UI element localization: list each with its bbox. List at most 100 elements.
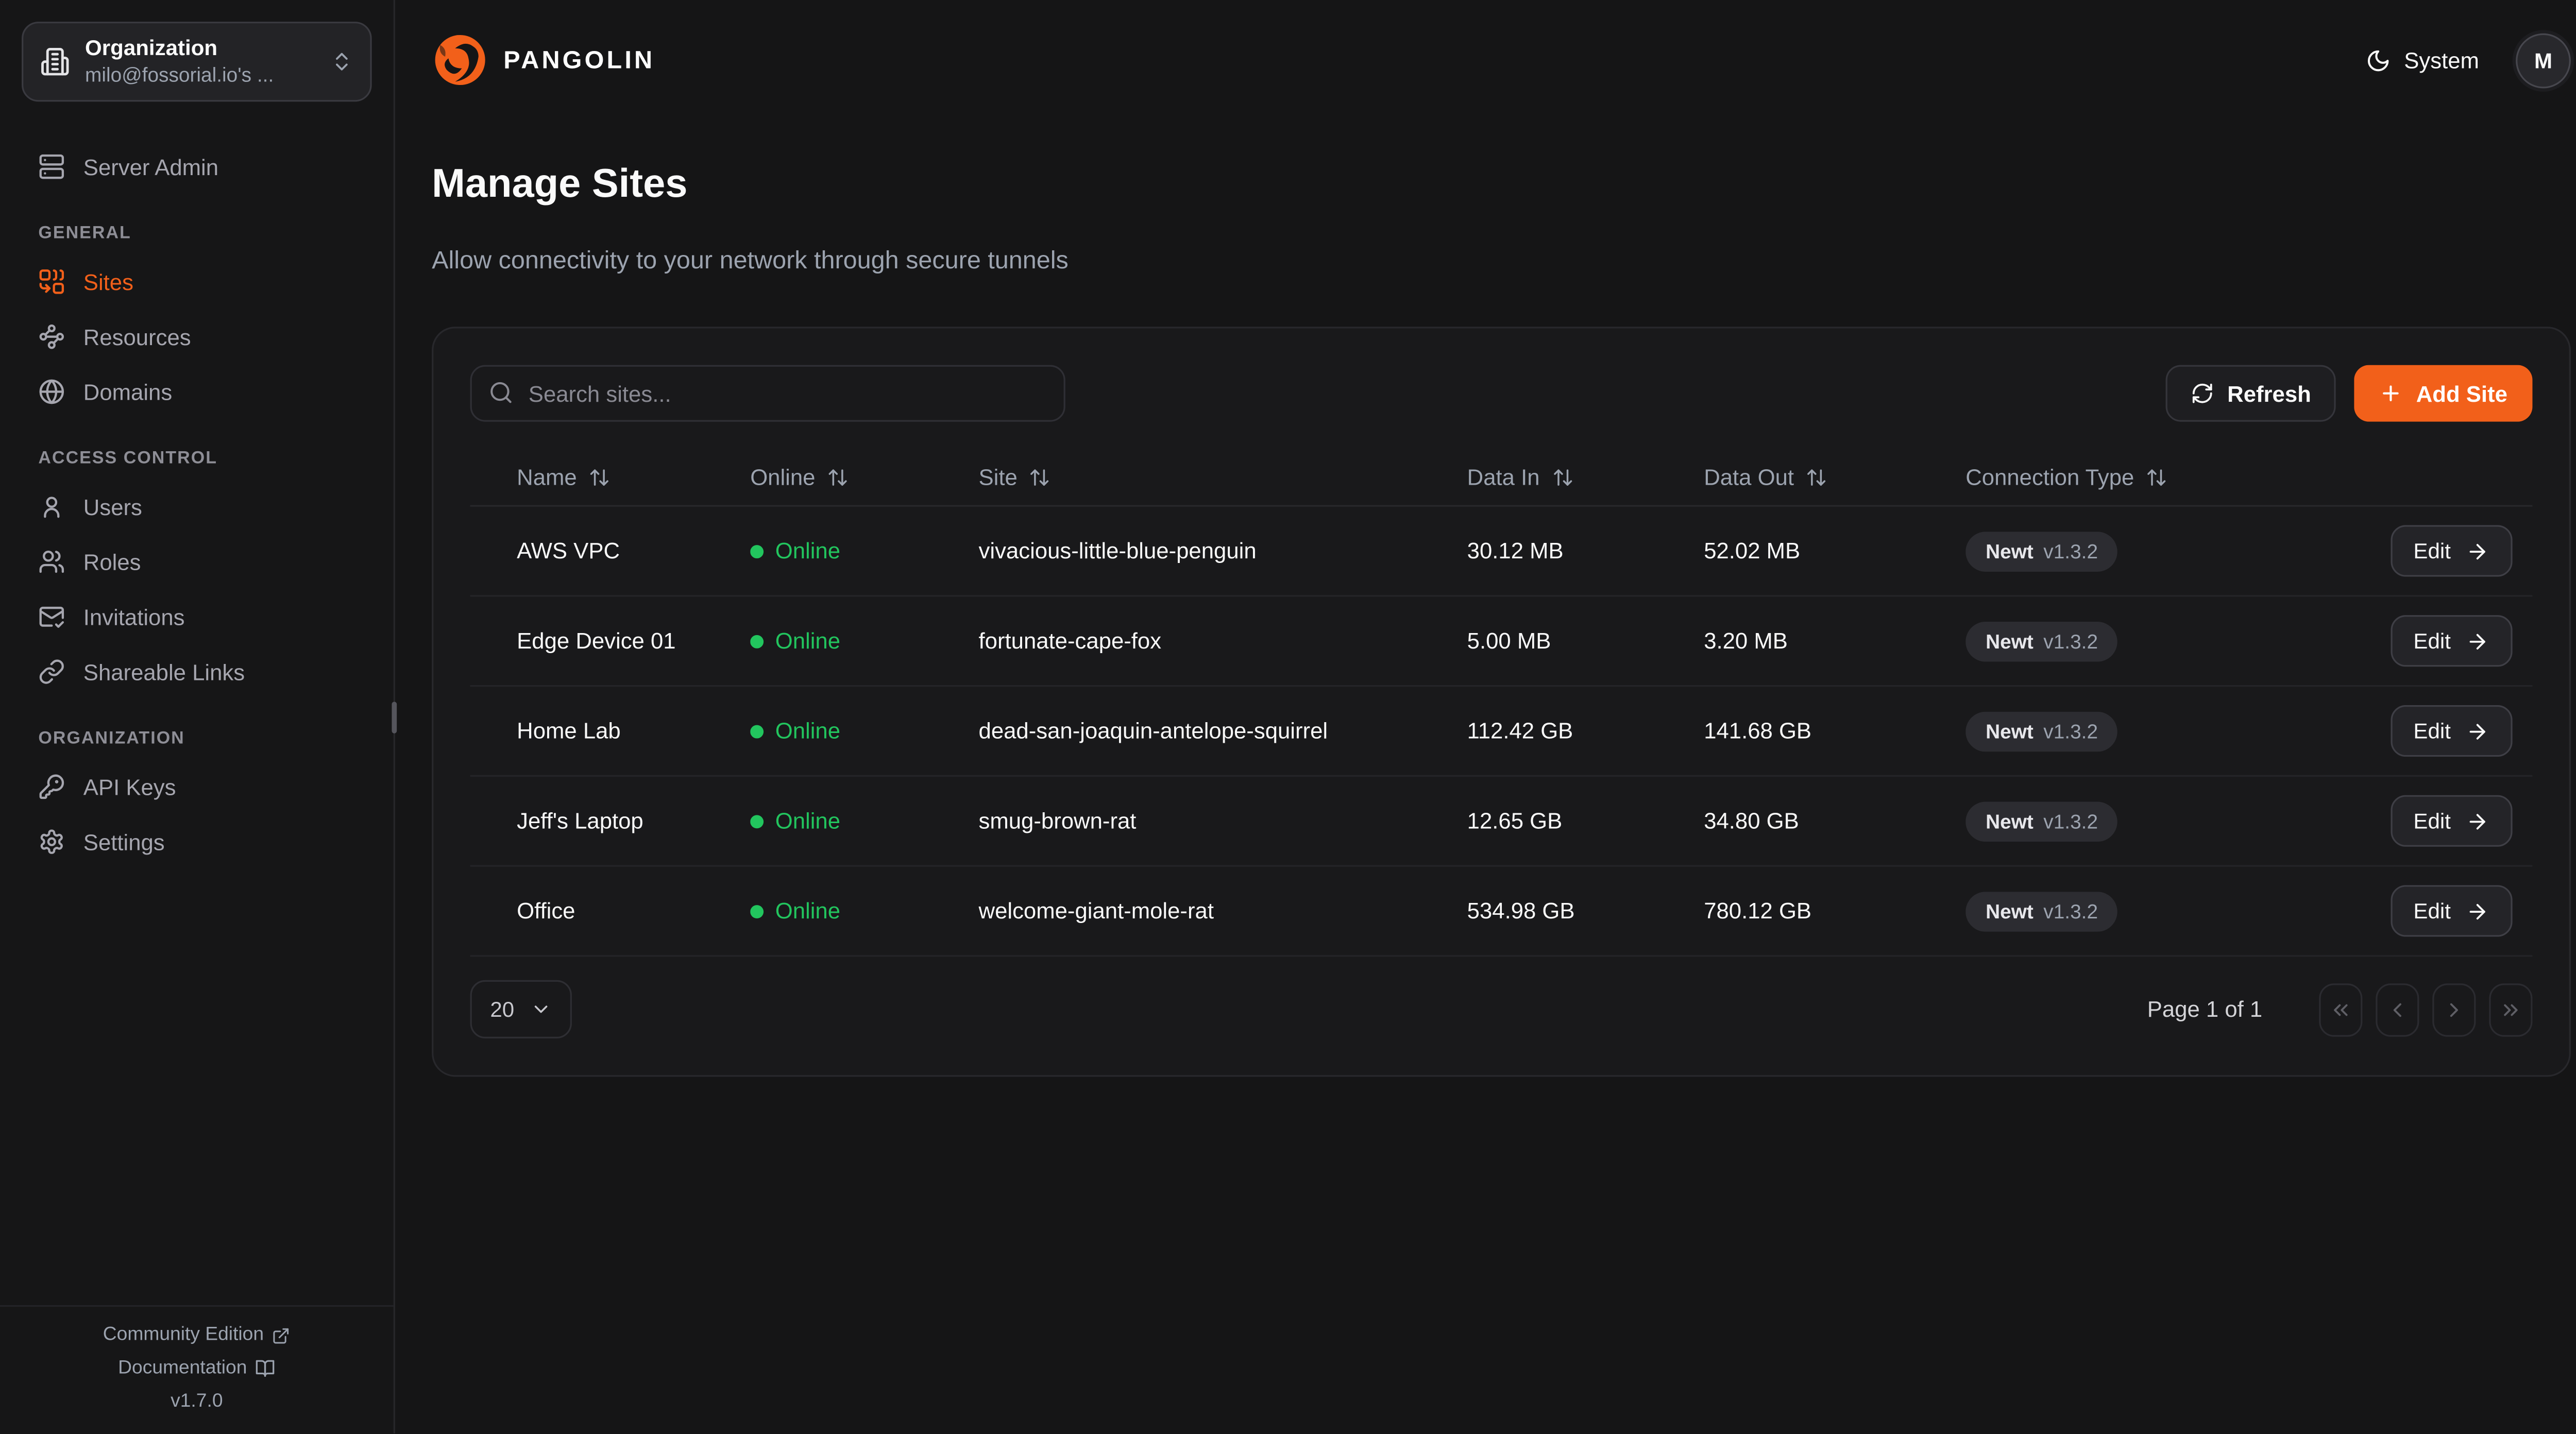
- cell-name: Office: [517, 899, 575, 924]
- org-selector-value: milo@fossorial.io's ...: [85, 62, 274, 87]
- connection-type-label: Newt: [1986, 720, 2033, 743]
- status-dot: [750, 904, 764, 918]
- column-header[interactable]: Online: [750, 465, 978, 490]
- search-box: [470, 365, 1065, 422]
- column-header-label: Connection Type: [1965, 465, 2134, 490]
- cell-online: Online: [750, 629, 978, 654]
- sidebar-item-roles[interactable]: Roles: [22, 535, 372, 589]
- cell-name: Jeff's Laptop: [517, 809, 643, 834]
- arrow-right-icon: [2466, 540, 2489, 563]
- sidebar-footer: Community Edition Documentation v1.7.0: [0, 1305, 394, 1433]
- globe-icon: [38, 379, 65, 405]
- moon-icon: [2366, 47, 2391, 73]
- last-page-button[interactable]: [2489, 983, 2533, 1037]
- cell-online: Online: [750, 539, 978, 564]
- sidebar-resize-handle[interactable]: [392, 702, 397, 733]
- organization-icon: [40, 47, 70, 77]
- sidebar-item-sites[interactable]: Sites: [22, 255, 372, 309]
- column-header[interactable]: Connection Type: [1965, 465, 2361, 490]
- brand-logo: PANGOLIN: [432, 31, 655, 88]
- cell-site: smug-brown-rat: [978, 809, 1137, 834]
- status-dot: [750, 724, 764, 738]
- avatar-initial: M: [2534, 47, 2553, 73]
- section-label-general: GENERAL: [38, 223, 131, 244]
- connection-type-label: Newt: [1986, 629, 2033, 653]
- sort-icon: [1551, 466, 1573, 488]
- table-row[interactable]: AWS VPC Online vivacious-little-blue-pen…: [470, 507, 2533, 598]
- column-header[interactable]: Name: [470, 465, 751, 490]
- prev-page-button[interactable]: [2376, 983, 2419, 1037]
- refresh-label: Refresh: [2227, 381, 2311, 406]
- brand-name: PANGOLIN: [503, 45, 655, 75]
- gear-icon: [38, 828, 65, 855]
- sidebar-item-label: Resources: [83, 324, 191, 349]
- sidebar-item-resources[interactable]: Resources: [22, 310, 372, 364]
- search-icon: [488, 381, 514, 406]
- cell-site: dead-san-joaquin-antelope-squirrel: [978, 719, 1328, 744]
- topbar: PANGOLIN System M: [432, 0, 2571, 120]
- arrow-right-icon: [2466, 810, 2489, 833]
- theme-toggle[interactable]: System: [2366, 47, 2479, 73]
- sidebar-item-users[interactable]: Users: [22, 480, 372, 534]
- cell-connection-type: Newt v1.3.2: [1965, 621, 2361, 661]
- connection-version-label: v1.3.2: [2043, 899, 2098, 923]
- sidebar-item-domains[interactable]: Domains: [22, 365, 372, 419]
- cell-data-in: 112.42 GB: [1467, 719, 1573, 744]
- column-header[interactable]: Data In: [1467, 465, 1704, 490]
- column-header[interactable]: Data Out: [1704, 465, 1965, 490]
- edit-button[interactable]: Edit: [2390, 615, 2513, 668]
- avatar[interactable]: M: [2516, 32, 2571, 88]
- edit-label: Edit: [2413, 899, 2451, 924]
- section-label-access-control: ACCESS CONTROL: [38, 448, 217, 469]
- connection-type-label: Newt: [1986, 539, 2033, 564]
- sidebar-item-label: Invitations: [83, 604, 185, 629]
- section-label-organization: ORGANIZATION: [38, 728, 185, 748]
- chevron-right-icon: [2443, 998, 2466, 1021]
- sidebar-item-settings[interactable]: Settings: [22, 815, 372, 868]
- link-icon: [38, 658, 65, 685]
- sidebar-item-server-admin[interactable]: Server Admin: [22, 140, 372, 194]
- cell-connection-type: Newt v1.3.2: [1965, 531, 2361, 572]
- edit-button[interactable]: Edit: [2390, 795, 2513, 847]
- status-dot: [750, 814, 764, 828]
- sort-icon: [1029, 466, 1050, 488]
- search-input[interactable]: [470, 365, 1065, 422]
- sidebar-item-api-keys[interactable]: API Keys: [22, 760, 372, 814]
- page-size-select[interactable]: 20: [470, 980, 573, 1039]
- sort-icon: [2146, 466, 2167, 488]
- sites-table: Name Online Site: [470, 449, 2533, 958]
- chevrons-right-icon: [2499, 998, 2522, 1021]
- refresh-button[interactable]: Refresh: [2165, 365, 2336, 422]
- table-header-row: Name Online Site: [470, 449, 2533, 507]
- table-row[interactable]: Home Lab Online dead-san-joaquin-antelop…: [470, 687, 2533, 777]
- table-row[interactable]: Office Online welcome-giant-mole-rat 534…: [470, 867, 2533, 958]
- community-edition-link[interactable]: Community Edition: [103, 1325, 291, 1345]
- edit-label: Edit: [2413, 539, 2451, 564]
- documentation-link[interactable]: Documentation: [118, 1358, 275, 1378]
- table-row[interactable]: Edge Device 01 Online fortunate-cape-fox…: [470, 597, 2533, 688]
- first-page-button[interactable]: [2319, 983, 2363, 1037]
- waypoints-icon: [38, 323, 65, 350]
- edit-label: Edit: [2413, 719, 2451, 744]
- sort-icon: [827, 466, 849, 488]
- sidebar-item-shareable-links[interactable]: Shareable Links: [22, 645, 372, 698]
- cell-data-out: 780.12 GB: [1704, 899, 1812, 924]
- sidebar-item-label: Server Admin: [83, 154, 219, 179]
- status-label: Online: [775, 809, 841, 834]
- sidebar-item-invitations[interactable]: Invitations: [22, 590, 372, 644]
- edit-button[interactable]: Edit: [2390, 525, 2513, 577]
- column-header[interactable]: Site: [979, 465, 1467, 490]
- add-site-label: Add Site: [2416, 381, 2507, 406]
- org-selector[interactable]: Organization milo@fossorial.io's ...: [22, 22, 372, 102]
- edit-button[interactable]: Edit: [2390, 705, 2513, 758]
- add-site-button[interactable]: Add Site: [2354, 365, 2533, 422]
- column-header-label: Data In: [1467, 465, 1540, 490]
- edit-button[interactable]: Edit: [2390, 885, 2513, 937]
- page-title: Manage Sites: [432, 161, 688, 207]
- documentation-label: Documentation: [118, 1358, 247, 1379]
- chevron-down-icon: [531, 999, 553, 1020]
- combine-icon: [38, 268, 65, 295]
- table-row[interactable]: Jeff's Laptop Online smug-brown-rat 12.6…: [470, 777, 2533, 867]
- next-page-button[interactable]: [2432, 983, 2476, 1037]
